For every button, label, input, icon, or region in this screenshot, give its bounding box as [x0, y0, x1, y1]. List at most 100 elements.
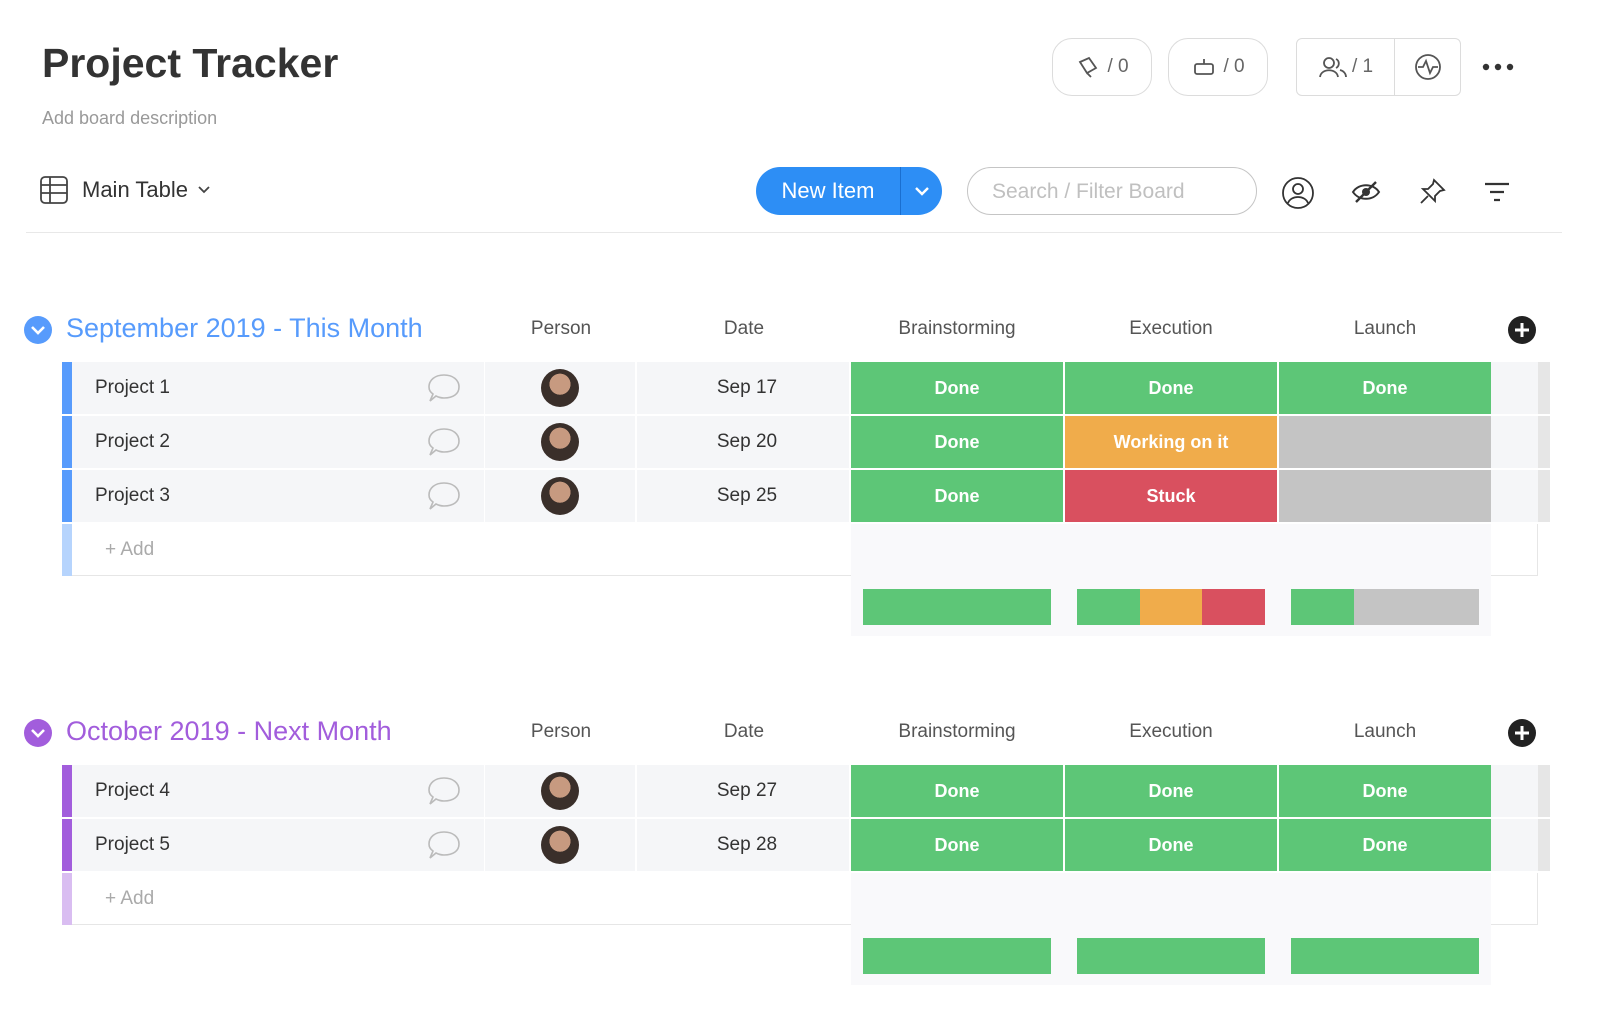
status-cell[interactable]: Done [851, 819, 1063, 871]
add-row[interactable] [72, 524, 1538, 576]
row-end-strip [1538, 416, 1550, 468]
status-cell[interactable]: Working on it [1065, 416, 1277, 468]
add-column[interactable] [1508, 316, 1536, 344]
icon [40, 176, 68, 204]
row-marker [62, 819, 72, 871]
icon [428, 482, 460, 510]
person-avatar[interactable] [541, 477, 579, 515]
group-title[interactable]: September 2019 - This Month [66, 313, 423, 343]
date-cell [637, 416, 849, 468]
members[interactable]: / 1 [1297, 39, 1395, 95]
activity[interactable] [1395, 39, 1461, 95]
status-label: Done [1362, 780, 1408, 801]
add-item[interactable]: + Add [105, 539, 155, 560]
person-avatar[interactable] [541, 369, 579, 407]
date-cell [637, 362, 849, 414]
row-end-strip [1538, 765, 1550, 817]
date: Sep 25 [716, 485, 778, 506]
status-label: Done [1148, 780, 1194, 801]
badge-count: / 0 [1107, 56, 1129, 77]
status-label: Done [934, 485, 980, 506]
icon [428, 374, 460, 402]
comment-button[interactable] [426, 371, 462, 405]
icon [428, 777, 460, 805]
comment-button[interactable] [426, 425, 462, 459]
icon [1319, 57, 1347, 78]
icon [31, 729, 45, 738]
summary-segment [1077, 938, 1265, 974]
group-toggle[interactable] [24, 719, 52, 747]
status-cell[interactable]: Done [1065, 819, 1277, 871]
item-name[interactable]: Project 3 [95, 485, 170, 506]
date-cell [637, 765, 849, 817]
status-cell[interactable]: Done [851, 362, 1063, 414]
person-filter[interactable] [1280, 175, 1316, 211]
pin[interactable] [1416, 176, 1448, 208]
person-avatar[interactable] [541, 423, 579, 461]
date: Sep 28 [716, 834, 778, 855]
row-marker [62, 765, 72, 817]
item-name[interactable]: Project 5 [95, 834, 170, 855]
hide-columns[interactable] [1350, 176, 1382, 208]
date: Sep 27 [716, 780, 778, 801]
status-cell[interactable] [1279, 470, 1491, 522]
row-end-strip [1538, 470, 1550, 522]
status-label: Done [934, 780, 980, 801]
status-cell[interactable] [1279, 416, 1491, 468]
person-avatar[interactable] [541, 826, 579, 864]
summary-segment [863, 589, 1051, 625]
status-summary [863, 589, 1051, 625]
automations-badge[interactable]: / 0 [1168, 38, 1268, 96]
status-cell[interactable]: Done [851, 765, 1063, 817]
updates-badge[interactable]: / 0 [1052, 38, 1152, 96]
comment-button[interactable] [426, 774, 462, 808]
comment-button[interactable] [426, 479, 462, 513]
add-row-marker [62, 524, 72, 576]
filter[interactable] [1482, 178, 1512, 206]
search-input[interactable]: Search / Filter Board [967, 167, 1257, 215]
icon [1194, 59, 1215, 75]
column-header: Brainstorming [898, 318, 1016, 339]
column-header: Execution [1129, 318, 1213, 339]
members-badge[interactable]: / 1 [1296, 38, 1461, 96]
item-name-cell [72, 416, 484, 468]
add-row[interactable] [72, 873, 1538, 925]
status-label: Done [934, 377, 980, 398]
column-header: Date [723, 721, 765, 742]
status-cell[interactable]: Done [1279, 819, 1491, 871]
status-cell[interactable]: Done [1279, 362, 1491, 414]
status-cell[interactable]: Done [851, 416, 1063, 468]
status-cell[interactable]: Done [1065, 362, 1277, 414]
add-item[interactable]: + Add [105, 888, 155, 909]
item-name[interactable]: Project 2 [95, 431, 170, 452]
item-name[interactable]: Project 4 [95, 780, 170, 801]
view-selector[interactable]: Main Table [38, 172, 218, 208]
board-title: Project Tracker [42, 40, 339, 86]
icon [1515, 323, 1529, 337]
group-toggle[interactable] [24, 316, 52, 344]
new-item-label[interactable]: New Item [781, 178, 875, 203]
icon [1515, 726, 1529, 740]
new-item-dropdown[interactable] [900, 167, 942, 215]
item-name[interactable]: Project 1 [95, 377, 170, 398]
comment-button[interactable] [426, 828, 462, 862]
more-menu[interactable] [1478, 52, 1518, 82]
status-cell[interactable]: Done [851, 470, 1063, 522]
column-header: Brainstorming [898, 721, 1016, 742]
status-cell[interactable]: Done [1065, 765, 1277, 817]
status-label: Done [934, 431, 980, 452]
column-header: Execution [1129, 721, 1213, 742]
new-item-button[interactable]: New Item [756, 167, 942, 215]
board-description[interactable]: Add board description [42, 108, 218, 128]
add-column[interactable] [1508, 719, 1536, 747]
summary-segment [1353, 589, 1479, 625]
group-title[interactable]: October 2019 - Next Month [66, 716, 392, 746]
status-cell[interactable]: Stuck [1065, 470, 1277, 522]
item-name-cell [72, 362, 484, 414]
status-cell[interactable]: Done [1279, 765, 1491, 817]
person-avatar[interactable] [541, 772, 579, 810]
column-header: Person [530, 721, 592, 742]
status-label: Stuck [1146, 485, 1196, 506]
status-label: Done [1148, 377, 1194, 398]
